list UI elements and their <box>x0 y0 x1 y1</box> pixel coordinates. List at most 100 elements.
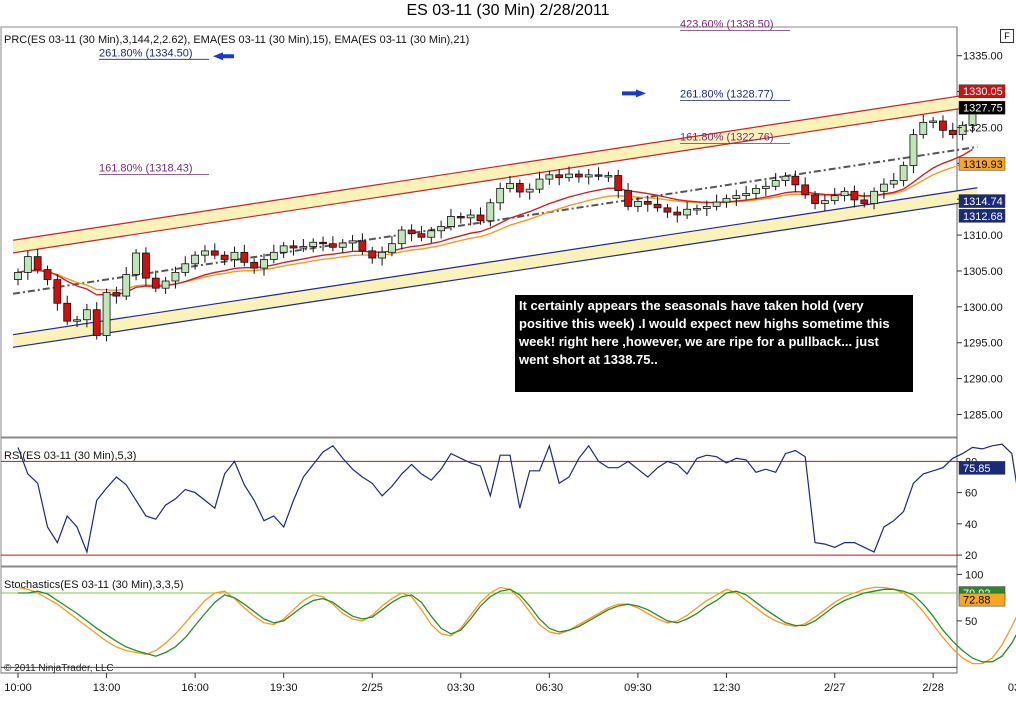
up-candle <box>693 208 701 211</box>
time-tick-label: 10:00 <box>4 682 32 694</box>
fib-label: 161.80% (1322.76) <box>680 132 774 144</box>
up-candle <box>378 251 386 259</box>
price-tick-label: 1325.00 <box>963 122 1003 134</box>
up-candle <box>299 246 308 249</box>
up-candle <box>604 175 613 178</box>
rsi-line <box>17 443 1016 555</box>
down-candle <box>555 174 564 179</box>
down-candle <box>407 229 416 235</box>
up-candle <box>279 245 288 253</box>
up-candle <box>171 271 180 282</box>
upper-band-outer <box>12 92 978 241</box>
stoch-badge: 72.88 <box>958 592 1006 607</box>
down-candle <box>220 254 229 260</box>
trade-note: It certainly appears the seasonals have … <box>515 295 913 392</box>
up-candle <box>909 134 918 166</box>
down-candle <box>801 184 810 196</box>
stoch-tick-label: 50 <box>965 616 977 628</box>
down-candle <box>53 279 62 304</box>
down-candle <box>939 120 947 131</box>
up-candle <box>742 193 751 197</box>
down-candle <box>151 277 160 289</box>
up-candle <box>82 309 91 321</box>
down-candle <box>624 190 632 207</box>
down-candle <box>673 211 682 216</box>
price-tick-label: 1335.00 <box>963 51 1003 63</box>
rsi-tick-label: 60 <box>965 488 977 500</box>
fib-label: 423.60% (1338.50) <box>680 19 774 31</box>
price-panel-label: PRC(ES 03-11 (30 Min),3,144,2,2.62), EMA… <box>4 34 469 46</box>
up-candle <box>447 216 455 227</box>
fib-label: 261.80% (1328.77) <box>680 88 774 100</box>
time-tick-label: 06:30 <box>536 682 564 694</box>
price-badge-box <box>958 209 1006 223</box>
up-candle <box>397 229 406 245</box>
up-candle <box>437 226 446 232</box>
stoch-badge-box <box>958 592 1006 607</box>
arrow-left-icon <box>213 52 234 61</box>
stoch-d-line <box>17 586 1016 665</box>
price-tick-label: 1305.00 <box>963 266 1003 278</box>
up-candle <box>132 252 140 275</box>
up-candle <box>732 195 741 199</box>
up-candle <box>338 242 347 248</box>
up-candle <box>191 254 200 265</box>
time-tick-label: 03:30 <box>1008 682 1016 694</box>
up-candle <box>899 165 908 181</box>
price-badge-text: 1314.74 <box>963 196 1003 208</box>
down-candle <box>328 243 337 248</box>
price-badge-box <box>958 157 1006 171</box>
up-candle <box>506 183 514 189</box>
down-candle <box>142 252 150 279</box>
fib-label: 161.80% (1318.43) <box>99 163 193 175</box>
up-candle <box>260 259 268 269</box>
rsi-tick-label: 40 <box>965 519 977 531</box>
price-badge-text: 1330.05 <box>963 86 1003 98</box>
time-tick-label: 09:30 <box>624 682 652 694</box>
up-candle <box>880 183 888 192</box>
down-candle <box>791 175 800 186</box>
lower-band-outer <box>12 199 978 348</box>
up-candle <box>102 292 111 336</box>
down-candle <box>417 233 426 238</box>
up-candle <box>683 208 692 216</box>
panel-button[interactable]: F <box>1000 29 1014 43</box>
stoch-k-line <box>18 588 1016 663</box>
up-candle <box>565 173 573 179</box>
down-candle <box>811 194 819 204</box>
stoch-badge-text: 72.88 <box>963 595 991 607</box>
up-candle <box>181 263 190 273</box>
price-tick-label: 1285.00 <box>963 409 1003 421</box>
rsi-panel-label: RSI(ES 03-11 (30 Min),5,3) <box>4 450 136 462</box>
rsi-badge-box <box>958 461 1006 475</box>
lower-band-fill <box>13 187 978 348</box>
down-candle <box>860 199 869 204</box>
regression-midline <box>12 145 978 295</box>
up-candle <box>309 241 318 247</box>
up-candle <box>752 188 760 194</box>
stochastics-panel-label: Stochastics(ES 03-11 (30 Min),3,3,5) <box>4 579 184 591</box>
up-candle <box>535 178 544 190</box>
down-candle <box>210 250 219 256</box>
up-candle <box>919 122 928 136</box>
down-candle <box>643 200 652 205</box>
time-tick-label: 2/27 <box>824 682 845 694</box>
down-candle <box>358 240 367 252</box>
down-candle <box>948 129 957 136</box>
up-candle <box>427 230 436 238</box>
price-tick-label: 1290.00 <box>963 374 1003 386</box>
grid-layer <box>0 26 958 674</box>
price-tick-label: 1300.00 <box>963 302 1003 314</box>
price-badge-text: 1319.93 <box>963 159 1003 171</box>
down-candle <box>368 250 377 259</box>
price-badge-text: 1312.68 <box>963 211 1003 223</box>
price-badge: 1330.05 <box>958 84 1006 98</box>
up-candle <box>929 120 938 123</box>
up-candle <box>771 180 780 187</box>
rsi-badge: 75.85 <box>958 461 1006 475</box>
down-candle <box>240 251 249 263</box>
rsi-panel-frame <box>0 437 958 567</box>
price-badge: 1314.74 <box>958 194 1006 208</box>
price-badge: 1319.93 <box>958 157 1006 171</box>
